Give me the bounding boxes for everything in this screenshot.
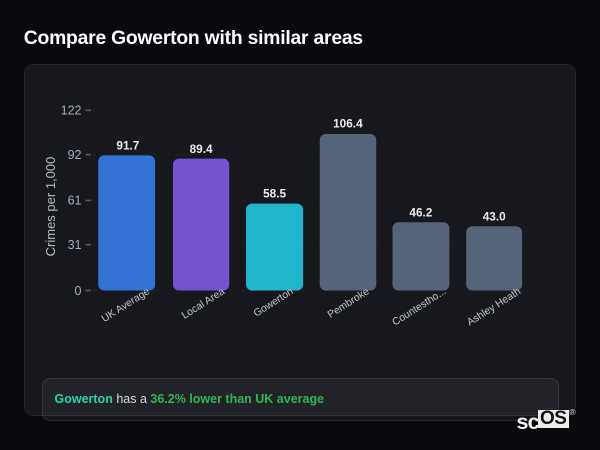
svg-text:Local Area: Local Area xyxy=(180,286,227,322)
svg-text:61: 61 xyxy=(68,194,82,208)
svg-text:Countestho...: Countestho... xyxy=(391,286,449,328)
svg-text:Crimes per 1,000: Crimes per 1,000 xyxy=(43,157,58,257)
svg-text:122: 122 xyxy=(61,104,82,118)
svg-text:92: 92 xyxy=(68,148,82,162)
svg-text:Gowerton: Gowerton xyxy=(252,286,296,319)
svg-text:89.4: 89.4 xyxy=(190,142,213,156)
svg-text:46.2: 46.2 xyxy=(409,205,432,219)
svg-text:43.0: 43.0 xyxy=(483,209,506,223)
svg-text:Pembroke: Pembroke xyxy=(326,286,372,321)
svg-text:91.7: 91.7 xyxy=(116,139,139,153)
svg-text:0: 0 xyxy=(75,284,82,298)
svg-text:31: 31 xyxy=(68,238,82,252)
svg-text:Ashley Heath: Ashley Heath xyxy=(465,286,523,328)
svg-text:UK Average: UK Average xyxy=(100,286,152,325)
svg-text:58.5: 58.5 xyxy=(263,187,286,201)
svg-text:106.4: 106.4 xyxy=(333,117,363,131)
